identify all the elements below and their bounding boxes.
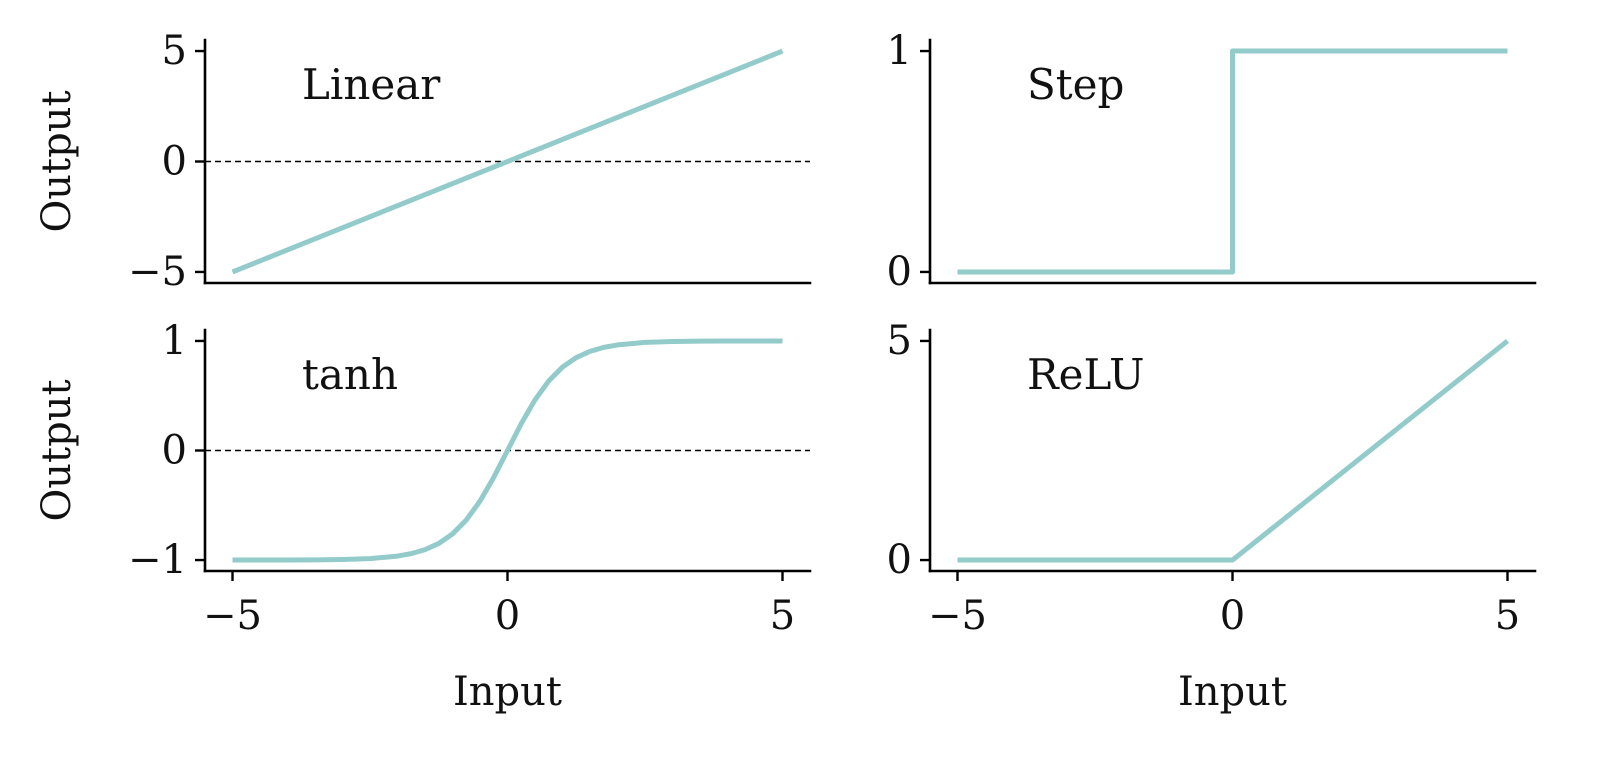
- x-axis-label: Input: [1178, 669, 1287, 715]
- y-axis-label: Output: [34, 90, 80, 232]
- panel-tanh: −1 0 1 −5 0 5 tanh Output Input: [34, 318, 812, 715]
- y-tick-label: 0: [162, 139, 187, 185]
- series-line-0: [231, 48, 784, 275]
- x-tick-label: −5: [203, 593, 262, 639]
- x-axis-label: Input: [453, 669, 562, 715]
- y-tick-label: 0: [887, 537, 912, 583]
- y-tick-label: 0: [162, 428, 187, 474]
- x-tick-label: 5: [770, 593, 795, 639]
- y-tick-label: −5: [128, 249, 187, 295]
- panel-label: ReLU: [1027, 350, 1144, 399]
- y-tick-label: 1: [162, 318, 187, 364]
- series-line-0: [232, 338, 783, 563]
- panel-step: 0 1 Step: [887, 28, 1537, 295]
- panel-label: Linear: [302, 60, 441, 109]
- y-tick-label: 0: [887, 249, 912, 295]
- panel-linear: −5 0 5 Linear Output: [34, 28, 812, 295]
- x-tick-label: 5: [1495, 593, 1520, 639]
- panel-label: tanh: [302, 350, 398, 399]
- y-tick-label: −1: [128, 537, 187, 583]
- panel-label: Step: [1027, 60, 1124, 109]
- y-axis-label: Output: [34, 379, 80, 521]
- y-tick-label: 1: [887, 28, 912, 74]
- panel-relu: 0 5 −5 0 5 ReLU Input: [887, 318, 1537, 715]
- x-tick-label: 0: [495, 593, 520, 639]
- x-tick-label: −5: [928, 593, 987, 639]
- x-tick-label: 0: [1220, 593, 1245, 639]
- series-line-0: [957, 48, 1508, 275]
- y-tick-label: 5: [162, 28, 187, 74]
- y-tick-label: 5: [887, 318, 912, 364]
- series-line-0: [957, 338, 1510, 563]
